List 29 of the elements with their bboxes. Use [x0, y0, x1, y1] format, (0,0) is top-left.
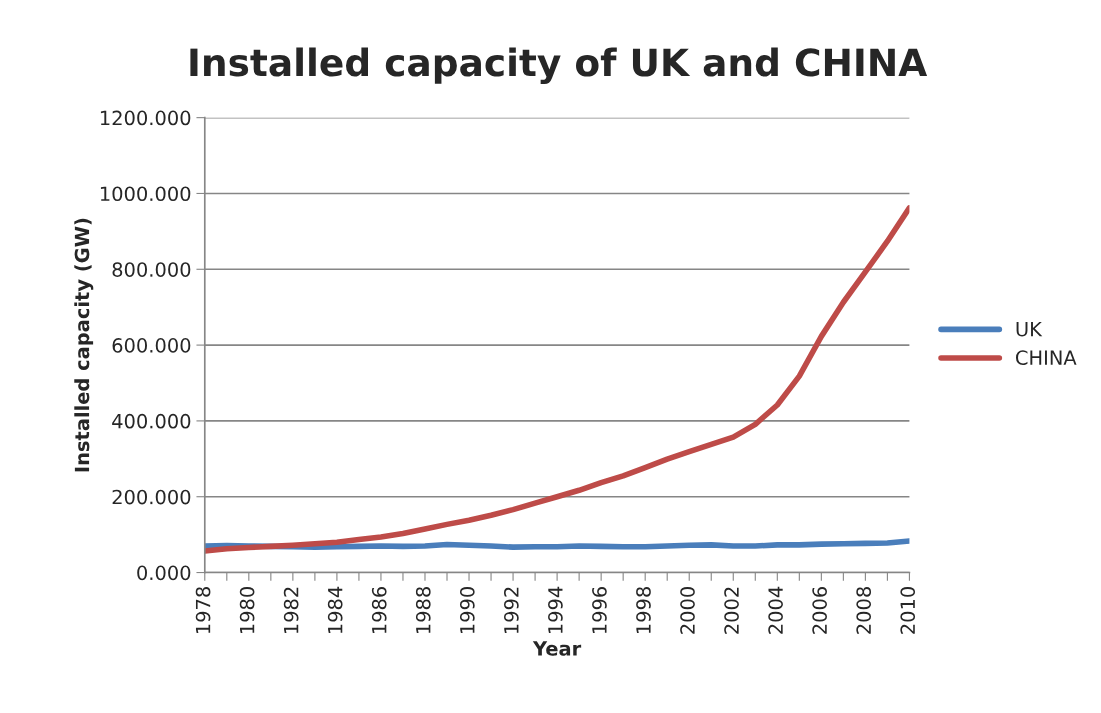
x-tick-label: 1984	[327, 586, 343, 634]
x-tick-label: 2004	[768, 586, 783, 634]
x-tick-label: 2006	[812, 586, 827, 634]
x-tick-label: 2000	[680, 587, 695, 634]
x-tick-label: 1988	[415, 587, 431, 634]
legend-label: CHINA	[1016, 350, 1077, 365]
x-tick-label: 1982	[283, 587, 299, 634]
x-tick-label: 1990	[459, 587, 475, 634]
x-tick-label: 1980	[239, 587, 255, 634]
x-tick-label: 1998	[636, 587, 651, 634]
y-tick-label: 400.000	[112, 413, 191, 429]
x-tick-label: 1986	[371, 586, 387, 634]
y-tick-label: 0.000	[137, 565, 191, 581]
x-tick-label: 2008	[856, 587, 872, 634]
legend-label: UK	[1016, 322, 1043, 337]
x-tick-label: 1996	[592, 586, 607, 634]
x-axis-title: Year	[532, 641, 582, 656]
x-tick-label: 1994	[548, 586, 563, 634]
x-tick-label: 2002	[724, 587, 739, 634]
x-tick-label: 1978	[195, 587, 211, 634]
chart-title: Installed capacity of UK and CHINA	[190, 47, 928, 85]
y-tick-label: 800.000	[112, 262, 191, 277]
y-tick-label: 200.000	[112, 489, 191, 505]
y-tick-label: 1200.000	[100, 110, 191, 126]
x-tick-label: 1992	[504, 587, 519, 634]
y-tick-label: 1000.000	[100, 186, 191, 202]
y-axis-title: Installed capacity (GW)	[74, 218, 94, 472]
x-tick-label: 2010	[900, 587, 916, 634]
y-tick-label: 600.000	[112, 338, 191, 353]
